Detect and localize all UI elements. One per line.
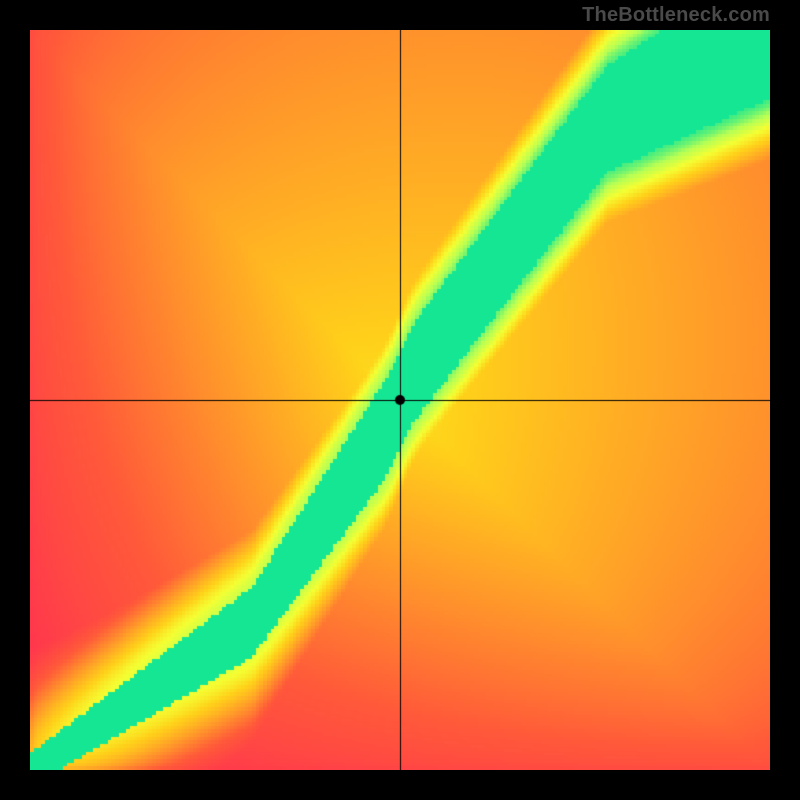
heatmap-canvas	[30, 30, 770, 770]
watermark-text: TheBottleneck.com	[582, 4, 770, 27]
heatmap-plot	[30, 30, 770, 770]
